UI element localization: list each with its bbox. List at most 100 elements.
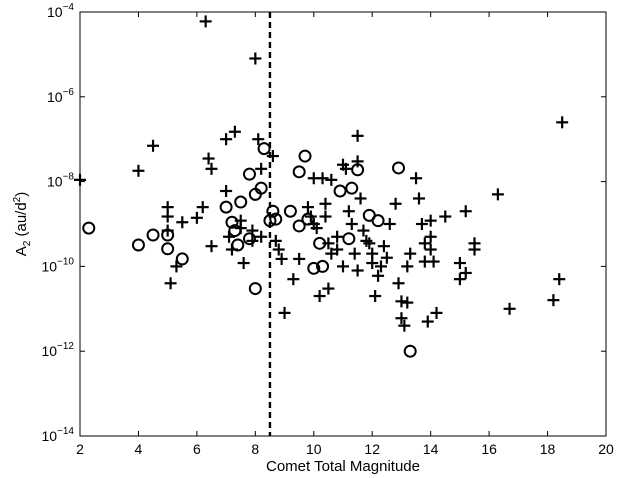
circle-marker bbox=[219, 200, 233, 214]
data-markers bbox=[74, 15, 569, 358]
circle-marker bbox=[345, 181, 359, 195]
plus-marker bbox=[293, 252, 306, 265]
circle-marker bbox=[82, 221, 96, 235]
plus-marker bbox=[339, 162, 352, 175]
circle-marker bbox=[175, 252, 189, 266]
plus-marker bbox=[424, 214, 437, 227]
plot-area bbox=[79, 11, 607, 437]
plus-marker bbox=[287, 273, 300, 286]
x-tick-label: 6 bbox=[193, 441, 201, 457]
plus-marker bbox=[246, 234, 259, 247]
plus-marker bbox=[228, 125, 241, 138]
plus-marker bbox=[468, 243, 481, 256]
circle-marker bbox=[292, 165, 306, 179]
plus-marker bbox=[304, 210, 317, 223]
plus-marker bbox=[453, 273, 466, 286]
circle-marker bbox=[225, 215, 239, 229]
plus-marker bbox=[319, 210, 332, 223]
axis-ticks bbox=[79, 11, 607, 437]
plus-marker bbox=[395, 295, 408, 308]
plus-marker bbox=[74, 173, 86, 186]
plus-marker bbox=[439, 210, 452, 223]
x-tick-label: 14 bbox=[423, 441, 439, 457]
plus-marker bbox=[196, 201, 209, 214]
circle-marker bbox=[248, 282, 262, 296]
plus-marker bbox=[325, 173, 338, 186]
plus-marker bbox=[404, 247, 417, 260]
circle-marker bbox=[257, 142, 271, 156]
y-axis-label-rest: (au/d bbox=[13, 202, 30, 240]
circle-marker bbox=[269, 212, 283, 226]
plus-marker bbox=[342, 205, 355, 218]
circle-marker bbox=[242, 167, 256, 181]
plus-marker bbox=[278, 306, 291, 319]
plus-marker bbox=[556, 116, 569, 129]
y-tick-label: 10−4 bbox=[47, 2, 74, 20]
plus-marker bbox=[357, 224, 370, 237]
plus-marker bbox=[427, 255, 440, 268]
plus-marker bbox=[234, 222, 247, 235]
plus-marker bbox=[275, 252, 288, 265]
circle-marker bbox=[242, 232, 256, 246]
plus-marker bbox=[383, 218, 396, 230]
plus-marker bbox=[401, 260, 414, 273]
plus-marker bbox=[176, 216, 189, 229]
circle-marker bbox=[316, 259, 330, 273]
x-tick-label: 4 bbox=[135, 441, 143, 457]
circle-marker bbox=[283, 204, 297, 218]
plus-marker bbox=[503, 302, 516, 315]
plus-marker bbox=[316, 172, 329, 185]
plus-marker bbox=[266, 150, 279, 163]
plus-marker bbox=[424, 243, 437, 256]
plus-marker bbox=[331, 230, 344, 243]
plus-marker bbox=[553, 273, 566, 286]
plus-marker bbox=[223, 230, 236, 243]
plus-marker bbox=[331, 243, 344, 256]
circle-marker bbox=[307, 261, 321, 275]
plus-marker bbox=[220, 185, 233, 198]
plus-marker bbox=[170, 260, 183, 273]
circle-marker bbox=[333, 184, 347, 198]
plus-marker bbox=[418, 237, 431, 250]
plus-marker bbox=[237, 257, 250, 270]
circle-marker bbox=[131, 238, 145, 252]
y-tick-label: 10−10 bbox=[41, 256, 74, 274]
plus-marker bbox=[415, 218, 428, 230]
circle-marker bbox=[266, 204, 280, 218]
circle-marker bbox=[371, 214, 385, 228]
plus-marker bbox=[190, 211, 203, 224]
plus-marker bbox=[369, 290, 382, 303]
x-tick-label: 10 bbox=[306, 441, 322, 457]
circle-marker bbox=[254, 181, 268, 195]
plus-marker bbox=[301, 201, 314, 214]
circle-marker bbox=[161, 242, 175, 256]
x-tick-label: 8 bbox=[251, 441, 259, 457]
plus-marker bbox=[421, 315, 434, 328]
plus-marker bbox=[459, 205, 472, 218]
plus-marker bbox=[412, 192, 425, 205]
plus-marker bbox=[225, 243, 238, 256]
plus-marker bbox=[389, 197, 402, 210]
plus-marker bbox=[395, 312, 408, 325]
plus-marker bbox=[310, 222, 323, 235]
plus-marker bbox=[319, 197, 332, 210]
y-tick-label: 10−6 bbox=[47, 87, 74, 105]
y-tick-label: 10−12 bbox=[41, 341, 74, 359]
plus-marker bbox=[354, 192, 367, 205]
y-axis-label-sub: 2 bbox=[22, 240, 33, 246]
plus-marker bbox=[363, 237, 376, 250]
circle-marker bbox=[234, 195, 248, 209]
plus-marker bbox=[322, 282, 335, 295]
plus-marker bbox=[313, 290, 326, 303]
y-tick-label: 10−14 bbox=[41, 426, 74, 444]
plus-marker bbox=[199, 15, 212, 28]
circle-marker bbox=[342, 232, 356, 246]
plus-marker bbox=[272, 243, 285, 256]
y-axis-label-close: ) bbox=[13, 192, 30, 197]
plus-marker bbox=[348, 247, 361, 260]
x-axis-label: Comet Total Magnitude bbox=[266, 458, 420, 475]
plus-marker bbox=[255, 230, 268, 243]
plus-marker bbox=[372, 269, 385, 282]
x-tick-label: 18 bbox=[540, 441, 556, 457]
plus-marker bbox=[220, 133, 233, 146]
